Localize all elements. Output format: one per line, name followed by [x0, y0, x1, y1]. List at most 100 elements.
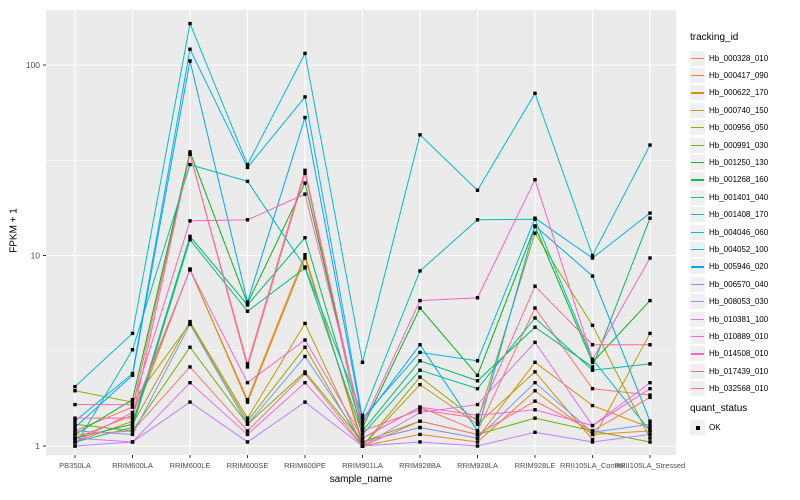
- data-point-marker: [648, 429, 652, 433]
- data-point-marker: [418, 368, 422, 372]
- data-point-marker: [590, 429, 595, 433]
- legend-item: Hb_004046_060: [690, 224, 768, 240]
- legend-item-label: Hb_017439_010: [709, 366, 769, 376]
- data-point-marker: [648, 436, 652, 440]
- data-point-marker: [245, 300, 250, 304]
- legend-item: Hb_000740_150: [690, 102, 768, 118]
- legend-item: Hb_014508_010: [690, 346, 769, 362]
- data-point-marker: [303, 181, 307, 185]
- data-point-marker: [475, 436, 480, 440]
- data-point-marker: [188, 47, 192, 51]
- legend-key: [690, 241, 705, 257]
- data-point-marker: [533, 430, 537, 435]
- series-line-swatch-icon: [691, 214, 704, 216]
- data-point-marker: [475, 379, 480, 383]
- data-point-marker: [648, 256, 652, 260]
- data-point-marker: [533, 284, 537, 288]
- legend-item-label: Hb_000417_090: [709, 70, 769, 80]
- data-point-marker: [73, 402, 77, 407]
- legend-key: [690, 294, 705, 310]
- legend-key: [690, 172, 705, 188]
- legend-key: [690, 67, 705, 83]
- data-point-marker: [533, 216, 537, 220]
- data-point-marker: [590, 274, 595, 278]
- data-point-marker: [188, 234, 192, 239]
- data-point-marker: [590, 253, 595, 258]
- data-point-marker: [475, 440, 480, 444]
- legend-item-label: Hb_005946_020: [709, 262, 769, 272]
- data-point-marker: [360, 440, 365, 444]
- data-point-marker: [475, 296, 480, 300]
- data-point-marker: [73, 429, 77, 433]
- legend-item-label: Hb_001250_130: [709, 157, 769, 167]
- data-point-marker: [533, 380, 537, 385]
- data-point-marker: [475, 386, 480, 391]
- data-point-marker: [303, 345, 307, 349]
- legend-key: [690, 120, 705, 136]
- data-point-marker: [130, 348, 135, 352]
- data-point-marker: [418, 410, 422, 415]
- series-line-swatch-icon: [691, 74, 704, 77]
- legend-key: [690, 154, 705, 170]
- legend-item-label: Hb_001408_170: [709, 210, 769, 220]
- data-point-marker: [245, 380, 250, 385]
- data-point-marker: [533, 177, 537, 182]
- data-point-marker: [418, 440, 422, 444]
- data-point-marker: [360, 429, 365, 433]
- data-point-marker: [590, 256, 595, 260]
- legend-key: [690, 328, 705, 344]
- legend-title-quant-status: quant_status: [690, 403, 748, 414]
- data-point-marker: [475, 422, 480, 426]
- data-point-marker: [590, 360, 595, 365]
- data-point-marker: [188, 238, 192, 242]
- data-point-marker: [360, 360, 365, 365]
- data-point-marker: [303, 380, 307, 385]
- series-line-swatch-icon: [691, 318, 704, 320]
- series-line-swatch-icon: [691, 388, 704, 390]
- legend-item: Hb_001401_040: [690, 189, 768, 205]
- data-point-marker: [303, 321, 307, 326]
- series-line-swatch-icon: [691, 353, 704, 355]
- data-point-marker: [303, 256, 307, 260]
- data-point-marker: [245, 362, 250, 366]
- data-point-marker: [418, 269, 422, 273]
- data-point-marker: [245, 179, 250, 184]
- data-point-marker: [648, 380, 652, 385]
- data-point-marker: [533, 91, 537, 96]
- data-point-marker: [130, 405, 135, 409]
- legend: tracking_id Hb_000328_010 Hb_000417_090 Hb…: [686, 0, 800, 500]
- legend-item-label: Hb_000328_010: [709, 53, 769, 63]
- data-point-marker: [533, 340, 537, 345]
- data-point-marker: [303, 168, 307, 173]
- x-tick-label: RRIM600SE: [227, 461, 269, 470]
- data-point-marker: [475, 444, 480, 448]
- data-point-marker: [73, 436, 77, 440]
- data-point-marker: [360, 444, 365, 448]
- data-point-marker: [648, 432, 652, 437]
- data-point-marker: [245, 432, 250, 437]
- data-point-marker: [418, 306, 422, 310]
- series-line-swatch-icon: [691, 335, 704, 338]
- x-tick-label: PB350LA: [59, 461, 91, 470]
- y-tick-label: 10: [31, 251, 41, 261]
- legend-item-label: Hb_001268_160: [709, 175, 769, 185]
- data-point-marker: [73, 416, 77, 420]
- data-point-marker: [73, 444, 77, 448]
- data-point-marker: [475, 188, 480, 192]
- data-point-marker: [590, 368, 595, 372]
- data-point-marker: [245, 416, 250, 420]
- series-line-swatch-icon: [691, 283, 704, 286]
- x-tick-label: RRII105LA_Stressed: [615, 461, 685, 470]
- data-point-marker: [303, 51, 307, 56]
- data-point-marker: [245, 398, 250, 402]
- legend-item: Hb_000417_090: [690, 67, 769, 83]
- data-point-marker: [130, 422, 135, 426]
- legend-key: [690, 259, 705, 275]
- data-point-marker: [648, 393, 652, 397]
- data-point-marker: [245, 365, 250, 369]
- data-point-marker: [130, 440, 135, 444]
- data-point-marker: [590, 437, 595, 442]
- data-point-marker: [245, 309, 250, 313]
- legend-item-label: Hb_014508_010: [709, 349, 769, 359]
